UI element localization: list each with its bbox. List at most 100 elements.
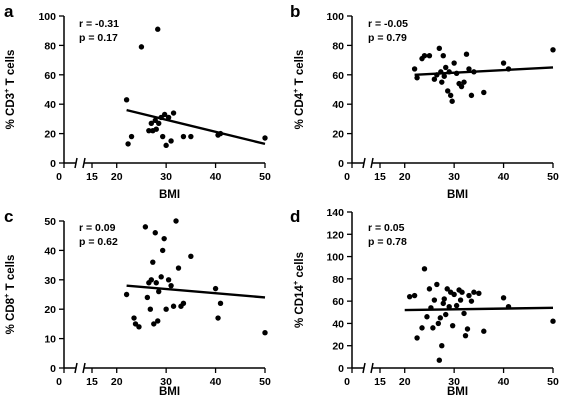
data-point: [155, 26, 161, 32]
x-axis-title: BMI: [159, 386, 180, 398]
data-point: [505, 304, 512, 310]
data-point: [550, 318, 556, 324]
x-tick-label: 15: [86, 376, 98, 388]
x-tick-label: 40: [210, 171, 222, 183]
data-point: [500, 60, 507, 66]
y-axis-title-sup: +: [291, 280, 300, 285]
data-point: [215, 315, 221, 321]
data-point: [468, 92, 475, 99]
x-tick-label: 40: [498, 376, 510, 388]
y-axis-title: % CD3+ T cells: [2, 50, 17, 130]
x-tick-label: 40: [210, 376, 222, 388]
x-tick-label: 30: [448, 171, 460, 183]
stat-p: p = 0.62: [79, 236, 118, 248]
data-point: [421, 52, 428, 59]
data-point: [440, 52, 446, 59]
panel-letter: a: [4, 2, 14, 21]
y-axis-title-sup: +: [2, 88, 11, 93]
data-point: [146, 127, 152, 134]
data-point: [131, 315, 137, 321]
x-axis-break-mark: [362, 362, 366, 374]
x-tick-label: 30: [448, 376, 460, 388]
panel-a: 0 20 40 60 80 100 0 15 20 30 40 50 a r = -0.31 p = 0.1…: [2, 2, 271, 201]
data-point: [476, 290, 482, 297]
data-point: [180, 133, 187, 140]
y-tick-label: 20: [44, 129, 56, 141]
data-point: [500, 295, 507, 301]
data-point: [431, 76, 438, 82]
y-tick-label: 80: [332, 40, 344, 52]
data-point: [481, 328, 487, 334]
panel-b: 0 20 40 60 80 100 0 15 20 30 40 50 b r = -0.05 p = 0.7…: [290, 2, 559, 201]
data-point: [163, 306, 169, 312]
data-point: [443, 64, 449, 71]
data-point: [446, 69, 452, 75]
y-axis-title-sup: +: [2, 293, 11, 298]
data-point: [148, 277, 155, 283]
panel-c: 0 10 20 30 40 50 0 15 20 30 40 50 c r = 0.09 p = 0.62 B…: [2, 207, 271, 398]
data-point: [471, 69, 477, 75]
data-point: [188, 133, 194, 140]
data-point: [152, 230, 158, 236]
x-tick-label: 50: [547, 171, 559, 183]
x-tick-label: 50: [259, 171, 271, 183]
y-tick-label: 100: [38, 11, 56, 23]
data-point: [461, 310, 467, 317]
y-tick-label: 40: [332, 99, 344, 111]
data-point: [153, 126, 159, 132]
data-point: [411, 66, 418, 72]
y-tick-label: 80: [332, 274, 344, 286]
data-point: [505, 66, 512, 72]
data-point: [262, 135, 268, 141]
stat-r: r = -0.31: [79, 18, 119, 30]
y-axis-title-main: % CD14: [294, 285, 306, 328]
y-axis-title-sup: +: [291, 88, 300, 93]
data-point: [426, 52, 433, 59]
data-point: [437, 315, 444, 321]
data-point: [462, 332, 469, 339]
data-point: [175, 265, 182, 271]
y-axis-title-main: % CD4: [294, 92, 306, 129]
data-point: [159, 133, 166, 140]
y-tick-label: 60: [44, 70, 56, 82]
data-point: [156, 288, 162, 295]
x-tick-label: 15: [374, 171, 386, 183]
y-tick-label: 20: [44, 304, 56, 316]
x-axis-break-mark: [362, 157, 366, 169]
stat-p: p = 0.79: [368, 32, 407, 44]
data-point: [481, 89, 487, 96]
x-tick-label: 50: [547, 376, 559, 388]
data-point: [414, 75, 420, 81]
data-point: [447, 92, 454, 99]
y-axis-title-rest: cells: [294, 252, 306, 281]
data-point: [466, 66, 472, 72]
y-tick-label: 40: [332, 318, 344, 330]
y-tick-label: 30: [44, 275, 56, 287]
data-point: [426, 286, 433, 292]
data-point: [453, 70, 460, 77]
data-point: [262, 330, 268, 336]
y-tick-label: 80: [44, 40, 56, 52]
data-point: [165, 277, 172, 283]
data-point: [155, 318, 161, 324]
y-tick-label: 0: [338, 158, 344, 170]
data-point: [453, 302, 460, 309]
data-point: [150, 259, 156, 265]
data-point: [406, 293, 413, 300]
x-tick-label: 20: [111, 376, 123, 388]
data-point: [451, 291, 457, 298]
data-point: [168, 282, 174, 289]
y-axis-title-rest: T cells: [5, 50, 17, 89]
stat-r: r = 0.09: [79, 222, 116, 234]
data-point: [153, 280, 159, 286]
x-axis-break-mark: [74, 362, 78, 374]
data-point: [445, 88, 451, 94]
data-point: [173, 218, 179, 224]
regression-line: [126, 108, 266, 146]
data-point: [435, 320, 442, 327]
x-tick-label: 15: [374, 376, 386, 388]
data-point: [217, 130, 224, 137]
data-point: [165, 114, 172, 121]
data-point: [142, 224, 149, 230]
x-tick-label: 20: [111, 171, 123, 183]
